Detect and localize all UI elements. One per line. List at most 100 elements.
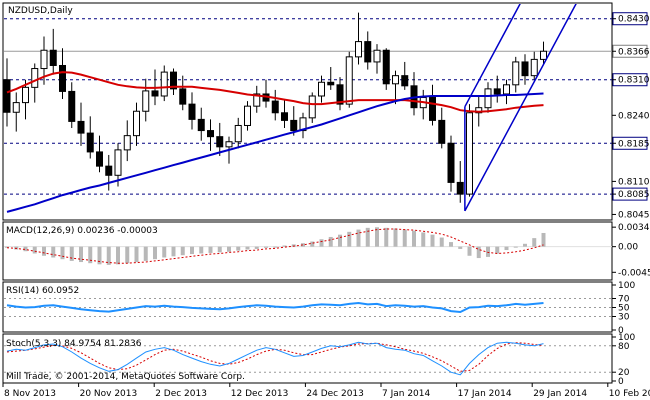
rsi-y-tick-label: 50 xyxy=(618,304,630,314)
rsi-line xyxy=(6,301,544,314)
candle-body-down xyxy=(170,71,177,90)
candle-body-down xyxy=(68,90,76,122)
macd-histogram-bar xyxy=(69,246,74,261)
macd-histogram-bar xyxy=(356,229,361,247)
candle-body-up xyxy=(392,75,399,85)
candle-body-down xyxy=(96,151,103,167)
moving-average-blue xyxy=(6,92,544,213)
macd-histogram-bar xyxy=(88,246,93,264)
candle-body-up xyxy=(123,135,131,151)
candle-body-up xyxy=(133,110,140,137)
macd-histogram-bar xyxy=(319,239,324,247)
candle-body-up xyxy=(142,90,150,112)
macd-histogram-bar xyxy=(375,227,379,247)
copyright-text: Mill Trade, © 2001-2014, MetaQuotes Soft… xyxy=(6,372,245,382)
stoch-panel-frame xyxy=(2,333,613,384)
macd-panel: 0.00342 0.00 -0.0045 xyxy=(4,223,650,278)
rsi-label: RSI(14) 60.0952 xyxy=(6,286,79,296)
macd-histogram-bar xyxy=(97,246,102,265)
x-tick-label: 7 Jan 2014 xyxy=(382,389,430,399)
macd-histogram-bar xyxy=(60,246,65,260)
main-price-levels xyxy=(4,18,612,195)
y-tick-label: 0.8045 xyxy=(618,210,650,220)
macd-histogram-bar xyxy=(384,227,389,247)
macd-histogram-bar xyxy=(523,243,527,247)
x-tick-label: 17 Jan 2014 xyxy=(458,389,512,399)
macd-histogram-bar xyxy=(51,246,56,258)
y-tick-label: 0.8366 xyxy=(618,47,650,57)
macd-histogram-bar xyxy=(236,246,241,251)
candle-body-up xyxy=(345,56,353,105)
candle-body-down xyxy=(86,132,94,153)
candle-body-up xyxy=(253,93,261,107)
stoch-signal-line xyxy=(6,342,544,372)
candle-body-down xyxy=(447,142,455,183)
trend-channel-line xyxy=(464,4,521,108)
macd-histogram-bar xyxy=(541,232,546,247)
x-tick-label: 2 Dec 2013 xyxy=(155,389,207,399)
macd-histogram-bar xyxy=(116,246,120,265)
macd-histogram-bar xyxy=(393,228,398,247)
macd-histogram-bar xyxy=(412,230,416,247)
candle-body-up xyxy=(512,61,520,86)
x-tick-label: 20 Nov 2013 xyxy=(80,389,138,399)
macd-histogram-bar xyxy=(227,246,231,252)
candle-body-down xyxy=(216,136,224,148)
candle-body-up xyxy=(466,112,473,195)
candle-body-down xyxy=(197,118,205,132)
candle-body-up xyxy=(114,149,122,176)
y-tick-label: 0.8310 xyxy=(618,76,650,86)
candle-body-up xyxy=(308,95,316,119)
macd-histogram-bar xyxy=(421,232,426,247)
candle-body-up xyxy=(299,117,307,132)
macd-histogram-bar xyxy=(532,238,537,247)
candle-body-down xyxy=(59,64,66,92)
candle-body-down xyxy=(271,100,279,114)
candle-body-up xyxy=(373,49,381,63)
candle-body-down xyxy=(105,165,113,176)
candlestick-series xyxy=(3,12,547,203)
x-tick-label: 10 Feb 2014 xyxy=(609,389,650,399)
macd-histogram-bar xyxy=(467,246,472,256)
candle-body-up xyxy=(530,58,538,77)
macd-histogram-bar xyxy=(513,246,518,248)
macd-histogram-bar xyxy=(402,229,407,247)
candle-body-down xyxy=(290,119,298,132)
candle-body-up xyxy=(540,50,547,60)
candle-body-down xyxy=(382,49,390,85)
candle-body-up xyxy=(503,84,510,95)
stoch-main-line xyxy=(6,341,544,376)
x-tick-label: 12 Dec 2013 xyxy=(231,389,288,399)
macd-histogram-bar xyxy=(106,246,111,265)
macd-histogram-bar xyxy=(143,246,148,261)
macd-histogram-bar xyxy=(273,246,278,248)
rsi-y-tick-label: 0 xyxy=(618,326,624,336)
candle-body-down xyxy=(336,84,344,105)
macd-label: MACD(12,26,9) 0.00236 -0.00003 xyxy=(6,226,158,236)
y-tick-label: 0.8185 xyxy=(618,139,650,149)
macd-histogram-bar xyxy=(5,246,9,248)
candle-body-up xyxy=(355,41,362,58)
y-axis-labels: 0.8430 0.8366 0.8310 0.8240 0.8185 0.8110 0.80… xyxy=(612,12,650,220)
macd-histogram-bar xyxy=(486,246,490,257)
candle-body-down xyxy=(3,79,11,113)
candle-body-down xyxy=(281,112,288,121)
macd-histogram-bar xyxy=(310,241,315,247)
candle-body-down xyxy=(521,61,529,77)
macd-histogram-bar xyxy=(32,246,37,254)
candle-body-down xyxy=(401,75,409,87)
macd-histogram-bar xyxy=(162,246,167,258)
candle-body-up xyxy=(160,71,168,97)
macd-histogram-bar xyxy=(439,237,444,247)
candle-body-down xyxy=(438,119,446,144)
macd-y-tick-label: -0.0045 xyxy=(618,268,650,278)
y-tick-label: 0.8240 xyxy=(618,111,650,121)
stoch-label: Stoch(5,3,3) 84.9754 81.2836 xyxy=(6,339,142,349)
stoch-y-tick-label: 20 xyxy=(618,368,630,378)
candle-body-up xyxy=(484,88,492,109)
macd-histogram-bar xyxy=(208,246,213,253)
macd-histogram-bar xyxy=(430,234,435,247)
macd-histogram-bar xyxy=(264,246,268,248)
